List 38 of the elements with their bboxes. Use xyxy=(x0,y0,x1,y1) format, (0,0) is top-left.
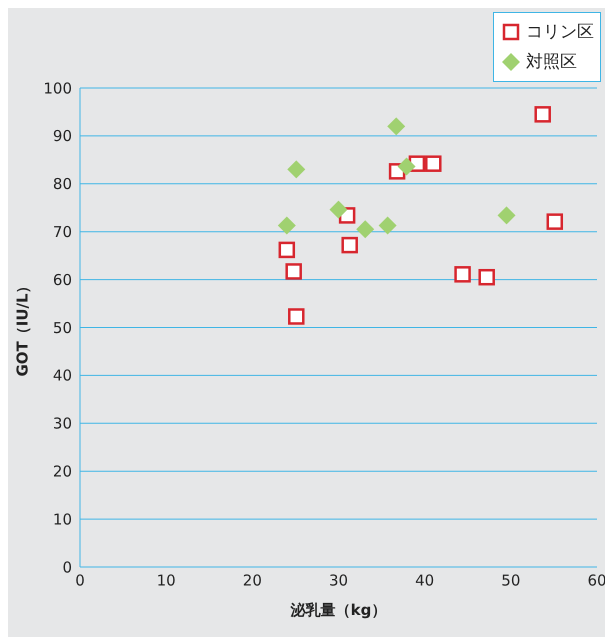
x-tick-label: 0 xyxy=(75,572,85,590)
x-tick-label: 20 xyxy=(242,572,262,590)
point xyxy=(278,242,296,258)
point xyxy=(454,266,471,283)
point xyxy=(498,206,516,224)
point xyxy=(546,213,564,230)
point xyxy=(287,160,306,178)
point xyxy=(288,308,305,325)
point xyxy=(341,236,358,254)
y-tick-label: 50 xyxy=(52,318,72,337)
point xyxy=(387,117,406,136)
x-tick-label: 10 xyxy=(156,572,176,590)
point xyxy=(278,216,296,234)
y-tick-label: 30 xyxy=(52,414,72,433)
x-axis-title: 泌乳量（kg） xyxy=(290,601,386,619)
point xyxy=(425,155,442,172)
point xyxy=(285,263,302,280)
y-tick-label: 60 xyxy=(52,270,72,289)
point xyxy=(330,200,348,219)
x-tick-label: 40 xyxy=(415,572,434,590)
y-tick-label: 90 xyxy=(52,127,72,146)
y-tick-label: 0 xyxy=(62,558,72,576)
legend-label: 対照区 xyxy=(526,51,577,74)
point xyxy=(356,220,374,238)
point xyxy=(478,268,495,286)
y-axis-title: GOT（IU/L） xyxy=(13,278,32,377)
y-tick-label: 100 xyxy=(43,79,72,98)
y-tick-label: 10 xyxy=(52,510,72,528)
point xyxy=(398,158,416,176)
x-tick-label: 50 xyxy=(501,572,520,590)
point xyxy=(534,106,551,123)
legend-label: コリン区 xyxy=(526,21,594,44)
y-tick-label: 20 xyxy=(52,462,72,481)
y-tick-label: 70 xyxy=(52,223,72,242)
y-tick-label: 40 xyxy=(52,366,72,385)
x-tick-label: 30 xyxy=(328,572,348,590)
y-tick-label: 80 xyxy=(52,175,72,194)
point xyxy=(378,216,397,234)
